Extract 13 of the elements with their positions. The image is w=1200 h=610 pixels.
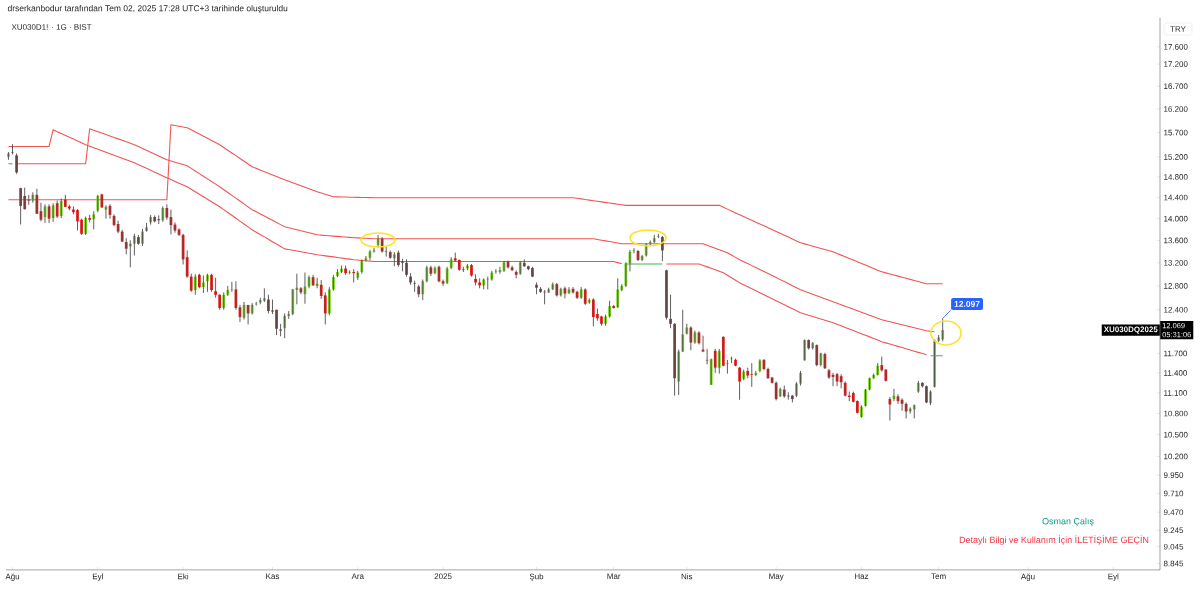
candlestick: [726, 359, 729, 375]
candlestick: [348, 269, 352, 275]
candlestick: [656, 233, 660, 239]
candlestick: [413, 280, 417, 293]
annotation: 12.097: [954, 300, 980, 307]
candlestick: [11, 143, 14, 155]
candlestick: [279, 323, 282, 337]
candlestick: [67, 204, 71, 211]
annotation: Detaylı Bilgi ve Kullanım İçin İLETİŞİME GEÇİN: [959, 535, 1149, 545]
annotation: Osman Çalış: [1042, 517, 1094, 527]
candlestick: [384, 246, 388, 258]
candlestick: [750, 362, 754, 388]
chart-subtitle: drserkanbodur tarafından Tem 02, 2025 17:28 UTC+3 tarihinde oluşturuldu: [7, 5, 288, 13]
